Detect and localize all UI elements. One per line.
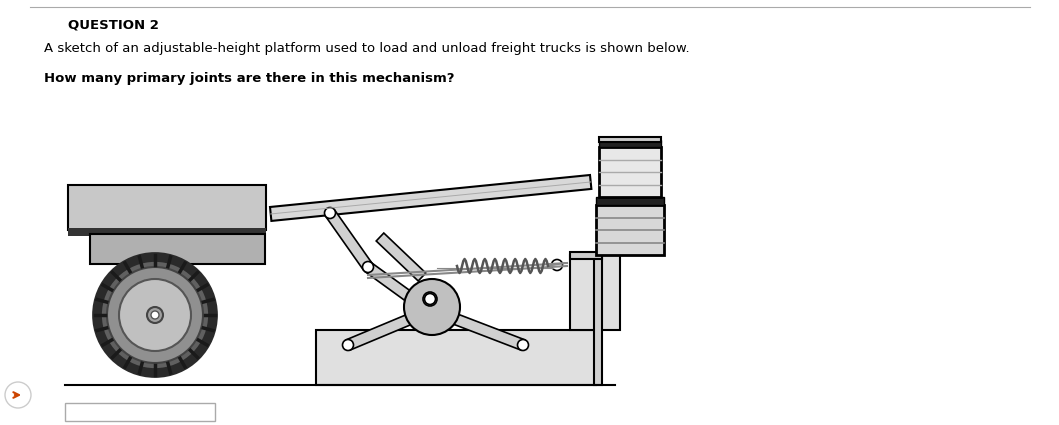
- Polygon shape: [346, 307, 429, 350]
- Text: A sketch of an adjustable-height platform used to load and unload freight trucks: A sketch of an adjustable-height platfor…: [44, 42, 689, 55]
- Bar: [570, 255, 620, 330]
- Text: How many primary joints are there in this mechanism?: How many primary joints are there in thi…: [44, 72, 454, 85]
- Circle shape: [423, 292, 437, 306]
- Bar: [65, 403, 215, 421]
- Bar: [594, 255, 602, 385]
- Polygon shape: [270, 175, 591, 221]
- Circle shape: [97, 257, 213, 373]
- Bar: [596, 197, 664, 205]
- Bar: [68, 185, 266, 230]
- Polygon shape: [325, 210, 373, 270]
- Bar: [599, 137, 661, 142]
- Circle shape: [151, 311, 159, 319]
- Polygon shape: [435, 307, 525, 350]
- Circle shape: [107, 267, 203, 363]
- Text: QUESTION 2: QUESTION 2: [68, 18, 159, 31]
- Circle shape: [403, 279, 460, 335]
- Circle shape: [5, 382, 31, 408]
- Circle shape: [342, 340, 354, 351]
- Circle shape: [518, 340, 528, 351]
- Circle shape: [147, 307, 163, 323]
- Polygon shape: [364, 263, 441, 321]
- Circle shape: [552, 260, 562, 270]
- Bar: [599, 147, 661, 197]
- Bar: [570, 252, 602, 259]
- Bar: [599, 140, 661, 147]
- Circle shape: [425, 294, 435, 304]
- Bar: [90, 234, 265, 264]
- Polygon shape: [376, 233, 426, 281]
- Circle shape: [324, 207, 336, 218]
- Bar: [596, 205, 664, 255]
- Bar: [316, 330, 596, 385]
- Circle shape: [362, 261, 374, 272]
- Bar: [68, 228, 266, 236]
- Circle shape: [119, 279, 191, 351]
